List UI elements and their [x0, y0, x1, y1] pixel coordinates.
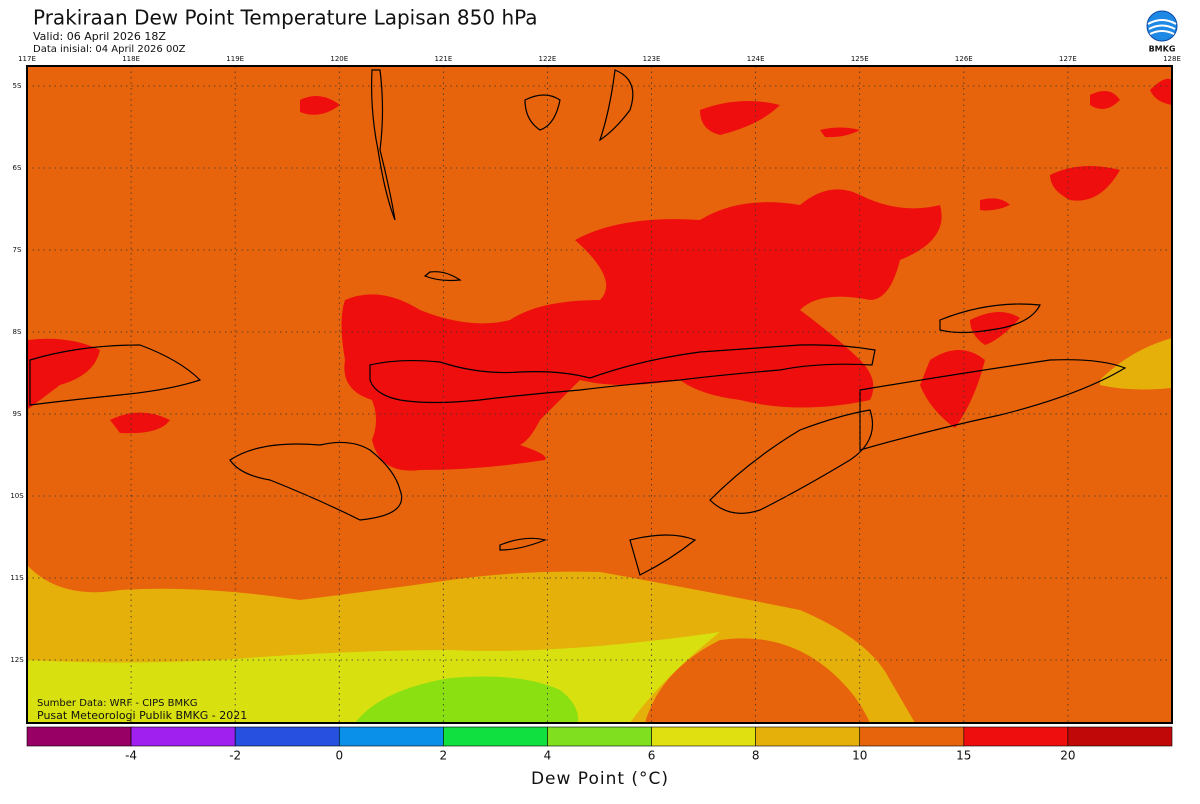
lat-label: 10S	[10, 492, 24, 500]
lat-label: 12S	[10, 656, 24, 664]
colorbar-tick-label: -2	[229, 749, 241, 763]
logo-text: BMKG	[1149, 45, 1176, 54]
init-time: Data inisial: 04 April 2026 00Z	[33, 44, 186, 55]
credit-source: Sumber Data: WRF - CIPS BMKG	[37, 698, 197, 709]
lon-label: 117E	[18, 55, 36, 63]
lon-label: 119E	[226, 55, 244, 63]
lon-label: 120E	[330, 55, 348, 63]
colorbar-tick-label: 2	[440, 749, 448, 763]
colorbar-segment	[547, 726, 652, 747]
colorbar-tick-label: 6	[648, 749, 656, 763]
lat-label: 5S	[13, 82, 22, 90]
colorbar-tick-label: 8	[752, 749, 760, 763]
lat-label: 8S	[13, 328, 22, 336]
title: Prakiraan Dew Point Temperature Lapisan …	[33, 6, 538, 30]
colorbar-tick-label: 4	[544, 749, 552, 763]
lon-label: 122E	[539, 55, 557, 63]
colorbar-tick-label: 15	[956, 749, 971, 763]
map-area: Sumber Data: WRF - CIPS BMKG Pusat Meteo…	[26, 65, 1173, 724]
lon-label: 118E	[122, 55, 140, 63]
lon-label: 126E	[955, 55, 973, 63]
colorbar-segment	[755, 726, 861, 747]
colorbar-segment	[26, 726, 132, 747]
colorbar-segment	[234, 726, 340, 747]
colorbar-segment	[1067, 726, 1173, 747]
colorbar-tick-label: 10	[852, 749, 867, 763]
colorbar-tick-label: 20	[1060, 749, 1075, 763]
lon-label: 127E	[1059, 55, 1077, 63]
lon-label: 128E	[1163, 55, 1181, 63]
lat-label: 6S	[13, 164, 22, 172]
colorbar-segment	[859, 726, 965, 747]
colorbar-tick-label: 0	[335, 749, 343, 763]
colorbar-segment	[443, 726, 548, 747]
credit-center: Pusat Meteorologi Publik BMKG - 2021	[37, 709, 247, 722]
graticule	[27, 66, 1172, 723]
valid-time: Valid: 06 April 2026 18Z	[33, 30, 166, 43]
lon-label: 125E	[851, 55, 869, 63]
colorbar-segment	[651, 726, 756, 747]
lon-label: 121E	[434, 55, 452, 63]
lon-label: 123E	[643, 55, 661, 63]
lat-label: 11S	[10, 574, 24, 582]
colorbar-segment	[130, 726, 236, 747]
logo: BMKG	[1146, 10, 1178, 54]
colorbar: -4 -2 0 2 4 6 8 10 15 20	[26, 726, 1173, 763]
colorbar-segment	[963, 726, 1069, 747]
colorbar-segment	[338, 726, 444, 747]
lat-label: 9S	[13, 410, 22, 418]
lat-label: 7S	[13, 246, 22, 254]
colorbar-tick-label: -4	[125, 749, 137, 763]
lon-label: 124E	[747, 55, 765, 63]
colorbar-label: Dew Point (°C)	[531, 769, 669, 789]
